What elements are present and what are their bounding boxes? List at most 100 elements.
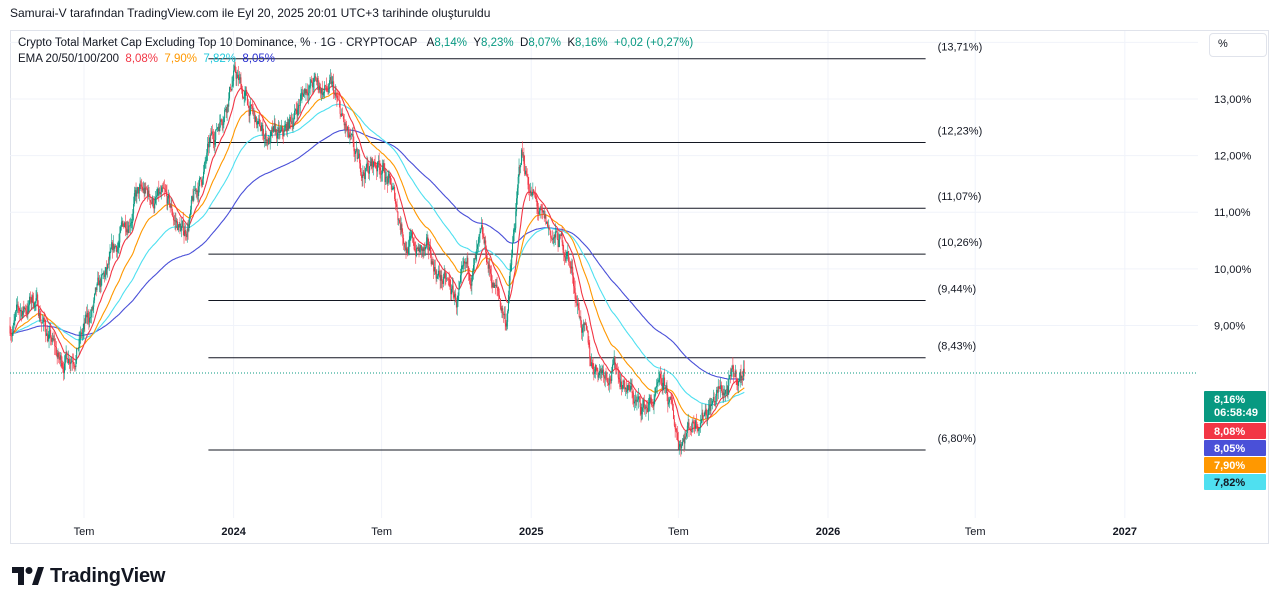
candle-body (135, 190, 137, 197)
ema200-price-tag: 8,05% (1204, 440, 1266, 456)
candle-body (477, 244, 479, 250)
candle-body (213, 139, 215, 145)
percent-scale-button[interactable]: % (1209, 33, 1267, 57)
candle-body (742, 376, 744, 378)
candle-body (217, 126, 219, 128)
candle-body (380, 169, 382, 175)
candle-body (398, 219, 400, 223)
candle-body (539, 208, 541, 211)
candle-body (666, 385, 668, 396)
candle-body (529, 190, 531, 193)
candle-body (503, 314, 505, 316)
tradingview-logo[interactable]: TradingView (12, 564, 165, 588)
candle-body (629, 386, 631, 391)
candle-body (707, 415, 709, 419)
candle-body (36, 294, 38, 299)
candle-body (396, 204, 398, 212)
candle-body (77, 348, 79, 350)
candle-body (676, 430, 678, 433)
candle-body (90, 309, 92, 318)
candle-body (333, 92, 335, 95)
candle-body (360, 172, 362, 175)
candle-body (631, 385, 633, 393)
candle-body (720, 385, 722, 389)
candle-body (468, 272, 470, 281)
tradingview-logo-text: TradingView (50, 564, 166, 587)
candle-body (216, 129, 218, 130)
candle-body (447, 278, 449, 280)
candle-body (668, 399, 670, 403)
candle-body (114, 246, 116, 249)
candle-body (664, 385, 666, 387)
candle-body (612, 364, 614, 372)
candle-body (156, 195, 158, 197)
candle-body (246, 95, 248, 106)
candle-body (33, 302, 35, 308)
candle-body (567, 251, 569, 252)
candle-body (218, 126, 220, 132)
candle-body (680, 444, 682, 449)
chart-legend: Crypto Total Market Cap Excluding Top 10… (18, 35, 693, 67)
candle-body (11, 335, 13, 337)
x-tick-label: 2027 (1113, 526, 1137, 538)
candle-body (155, 195, 157, 198)
candle-body (463, 261, 465, 266)
candle-body (359, 153, 361, 164)
candle-body (690, 431, 692, 433)
candle-body (528, 184, 530, 193)
candle-body (320, 87, 322, 94)
candle-body (311, 80, 313, 83)
candle-body (513, 229, 515, 235)
candle-body (230, 89, 232, 91)
candle-body (106, 267, 108, 270)
candle-body (687, 422, 689, 426)
ema50-legend-value: 7,90% (164, 53, 198, 65)
candle-body (475, 252, 477, 260)
candle-body (30, 300, 32, 303)
candle-body (368, 166, 370, 174)
candle-body (26, 311, 28, 315)
candle-body (47, 339, 49, 342)
candle-body (657, 382, 659, 384)
candle-body (313, 77, 315, 82)
candle-body (658, 377, 660, 383)
candle-body (402, 231, 404, 239)
candle-body (724, 393, 726, 396)
candle-body (214, 139, 216, 145)
candle-body (321, 89, 323, 95)
candle-body (120, 222, 122, 227)
candle-body (377, 162, 379, 172)
candle-body (136, 191, 138, 197)
candle-body (303, 93, 305, 97)
candle-body (481, 225, 483, 235)
candle-body (394, 198, 396, 204)
candle-body (587, 330, 589, 343)
candle-body (445, 278, 447, 279)
candle-body (361, 174, 363, 178)
candle-body (84, 322, 86, 324)
candle-body (627, 385, 629, 391)
candle-body (610, 379, 612, 381)
candle-body (192, 196, 194, 201)
candle-body (451, 288, 453, 295)
candle-body (530, 190, 532, 196)
candle-body (728, 378, 730, 387)
candle-body (81, 333, 83, 335)
candle-body (436, 276, 438, 279)
legend-high-value: 8,23% (481, 37, 514, 49)
candle-body (277, 132, 279, 139)
candle-body (695, 420, 697, 426)
candle-body (307, 93, 309, 96)
candle-body (13, 320, 15, 326)
candle-body (350, 134, 352, 136)
candle-body (717, 386, 719, 393)
candle-body (92, 306, 94, 310)
ema50-price-tag-text: 7,90% (1214, 460, 1245, 472)
candle-body (598, 375, 600, 378)
candle-body (431, 261, 433, 265)
candle-body (667, 395, 669, 405)
candle-body (548, 226, 550, 229)
candle-body (596, 367, 598, 371)
candle-body (244, 92, 246, 96)
